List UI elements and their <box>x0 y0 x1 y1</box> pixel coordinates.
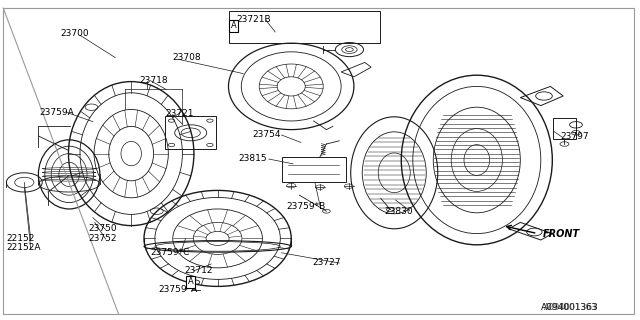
Text: FRONT: FRONT <box>543 229 580 239</box>
Text: 23759*B: 23759*B <box>287 202 326 211</box>
Text: A094001363: A094001363 <box>544 303 597 312</box>
Text: 23797: 23797 <box>560 132 589 140</box>
Text: 23759*C: 23759*C <box>150 248 190 257</box>
Text: 23708: 23708 <box>173 53 202 62</box>
Text: 23700: 23700 <box>61 29 90 38</box>
Text: 23815: 23815 <box>238 154 267 163</box>
Text: 23721: 23721 <box>165 109 194 118</box>
Text: 22152A: 22152A <box>6 244 41 252</box>
Text: 23721B: 23721B <box>237 15 271 24</box>
Text: 22152: 22152 <box>6 234 35 243</box>
Text: 23754: 23754 <box>253 130 282 139</box>
Text: 23718: 23718 <box>140 76 168 84</box>
Bar <box>229 11 380 43</box>
Text: 23727: 23727 <box>312 258 341 267</box>
Text: 23750: 23750 <box>88 224 117 233</box>
Text: 23752: 23752 <box>88 234 117 243</box>
Text: 23759*A: 23759*A <box>159 285 198 294</box>
Text: A: A <box>188 277 193 286</box>
Text: 23759A: 23759A <box>40 108 74 116</box>
Text: 23712: 23712 <box>184 266 213 275</box>
Text: 23830: 23830 <box>384 207 413 216</box>
Text: A: A <box>231 21 236 30</box>
Text: A094001363: A094001363 <box>541 303 598 312</box>
